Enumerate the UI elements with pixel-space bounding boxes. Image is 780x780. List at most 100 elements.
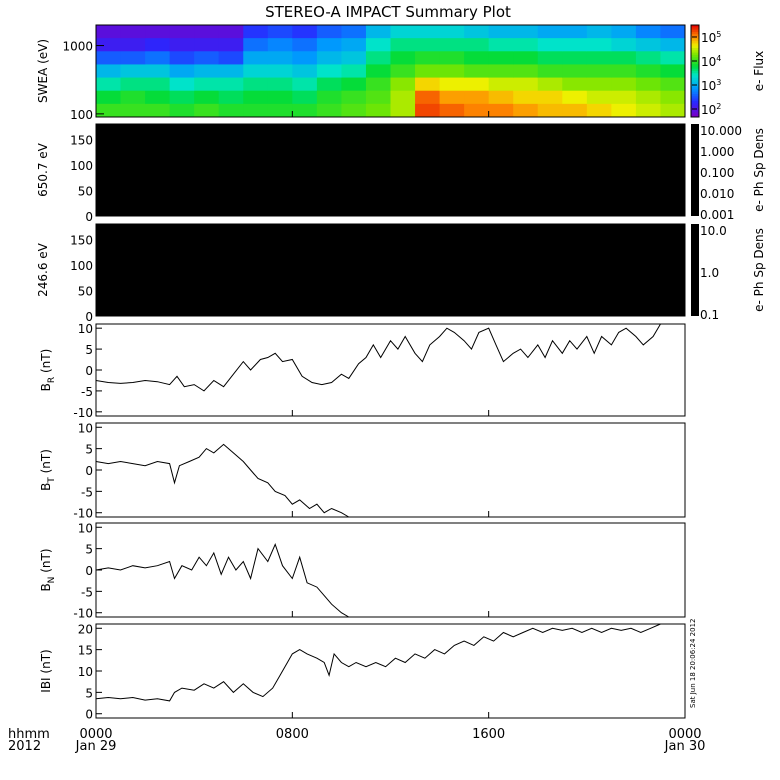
bt-ytick-label-3: -5 — [81, 485, 93, 499]
swea-colorbar-tick-label-3: 102 — [701, 102, 721, 117]
swea-cell — [243, 77, 269, 92]
bt-series-line — [95, 443, 350, 518]
pad246-colorbar-label-text: e- Ph Sp Dens — [752, 228, 766, 312]
pad246-ylabel-text: 246.6 eV — [36, 242, 50, 297]
swea-cell — [513, 77, 539, 92]
pad650-colorbar-tick-label-4: 0.001 — [700, 208, 734, 222]
swea-colorbar-label: e- Flux — [752, 51, 766, 91]
swea-cell — [488, 64, 514, 79]
pad650-ylabel: 650.7 eV — [36, 142, 50, 197]
swea-cell — [292, 64, 318, 79]
bt-ylabel-text: BT (nT) — [39, 449, 57, 491]
swea-colorbar-step — [691, 31, 699, 35]
swea-cell — [488, 51, 514, 65]
bn-ylabel-text: BN (nT) — [39, 548, 57, 591]
swea-colorbar-tick-label-0: 105 — [701, 30, 721, 45]
swea-colorbar-step — [691, 66, 699, 70]
swea-cell — [316, 90, 342, 105]
swea-cell — [316, 64, 342, 79]
bt-ytick-label-2: 0 — [85, 464, 93, 478]
swea-cell — [169, 25, 195, 39]
swea-cell — [488, 77, 514, 92]
swea-cell — [562, 77, 588, 92]
swea-cell — [586, 90, 612, 105]
swea-cell — [169, 77, 195, 92]
swea-cell — [365, 90, 391, 105]
swea-cell — [415, 51, 441, 65]
swea-cell — [537, 90, 563, 105]
swea-cell — [169, 103, 195, 118]
swea-cell — [96, 38, 122, 52]
swea-colorbar-step — [691, 57, 699, 60]
swea-cell — [537, 77, 563, 92]
swea-cell — [464, 90, 490, 105]
pad650-fill — [95, 123, 686, 217]
swea-cell — [439, 90, 465, 105]
swea-cell — [586, 38, 612, 52]
bt-ylabel: BT (nT) — [39, 449, 57, 491]
swea-cell — [292, 103, 318, 118]
swea-cell — [537, 64, 563, 79]
swea-cell — [464, 77, 490, 92]
bn-ytick-label-4: -10 — [73, 607, 93, 621]
bmag-ytick-label-2: 10 — [78, 665, 93, 679]
swea-cell — [194, 51, 220, 65]
swea-cell — [464, 38, 490, 52]
swea-colorbar-step — [691, 64, 699, 67]
pad650-ytick-label-2: 100 — [70, 159, 93, 173]
pad650-ytick-label-0: 0 — [85, 210, 93, 224]
pad650-colorbar-tick-label-2: 0.100 — [700, 166, 734, 180]
pad246-colorbar-tick-label-2: 0.1 — [700, 308, 719, 322]
swea-colorbar-tick-label-2: 103 — [701, 78, 721, 93]
pad246-colorbar — [691, 224, 699, 316]
br-ytick-label-2: 0 — [85, 364, 93, 378]
swea-cell — [120, 77, 146, 92]
swea-cell — [218, 77, 244, 92]
swea-cell — [611, 77, 637, 92]
swea-cell — [194, 38, 220, 52]
swea-colorbar-step — [691, 43, 699, 47]
swea-cell — [562, 103, 588, 118]
swea-cell — [243, 25, 269, 39]
side-note: Sat Jun 18 20:06:24 2012 — [689, 619, 697, 708]
swea-cell — [390, 64, 416, 79]
swea-cell — [96, 51, 122, 65]
swea-cell — [439, 38, 465, 52]
swea-cell — [96, 64, 122, 79]
swea-cell — [341, 25, 367, 39]
swea-cell — [415, 25, 441, 39]
swea-cell — [96, 25, 122, 39]
swea-cell — [562, 64, 588, 79]
swea-cell — [415, 77, 441, 92]
swea-colorbar-step — [691, 89, 699, 93]
swea-colorbar-frame — [690, 24, 700, 118]
x-tick-label-2: 1600 — [472, 727, 505, 742]
swea-cell — [562, 25, 588, 39]
swea-cell — [537, 103, 563, 118]
swea-cell — [513, 103, 539, 118]
swea-cell — [488, 25, 514, 39]
swea-cell — [660, 25, 686, 39]
pad246-ytick-label-2: 100 — [70, 259, 93, 273]
br-ylabel: BR (nT) — [39, 349, 57, 392]
swea-cell — [635, 103, 661, 118]
swea-cell — [145, 64, 171, 79]
pad650-ytick-label-3: 150 — [70, 133, 93, 147]
swea-cell — [488, 90, 514, 105]
swea-cell — [513, 38, 539, 52]
pad650-colorbar-label-text: e- Ph Sp Dens — [752, 128, 766, 212]
x-tick-label-0: 0000 — [79, 727, 112, 742]
pad650-colorbar-label: e- Ph Sp Dens — [752, 128, 766, 212]
swea-cell — [145, 38, 171, 52]
bn-ylabel: BN (nT) — [39, 548, 57, 591]
pad246-ytick-label-1: 50 — [78, 284, 93, 298]
swea-ytick-label-0: 1000 — [62, 40, 93, 54]
swea-colorbar-step — [691, 73, 699, 77]
swea-colorbar-step — [691, 94, 699, 97]
swea-cell — [390, 25, 416, 39]
swea-colorbar-step — [691, 103, 699, 106]
swea-colorbar-step — [691, 25, 699, 28]
swea-cell — [464, 103, 490, 118]
pad246-ylabel: 246.6 eV — [36, 242, 50, 297]
swea-cell — [660, 38, 686, 52]
